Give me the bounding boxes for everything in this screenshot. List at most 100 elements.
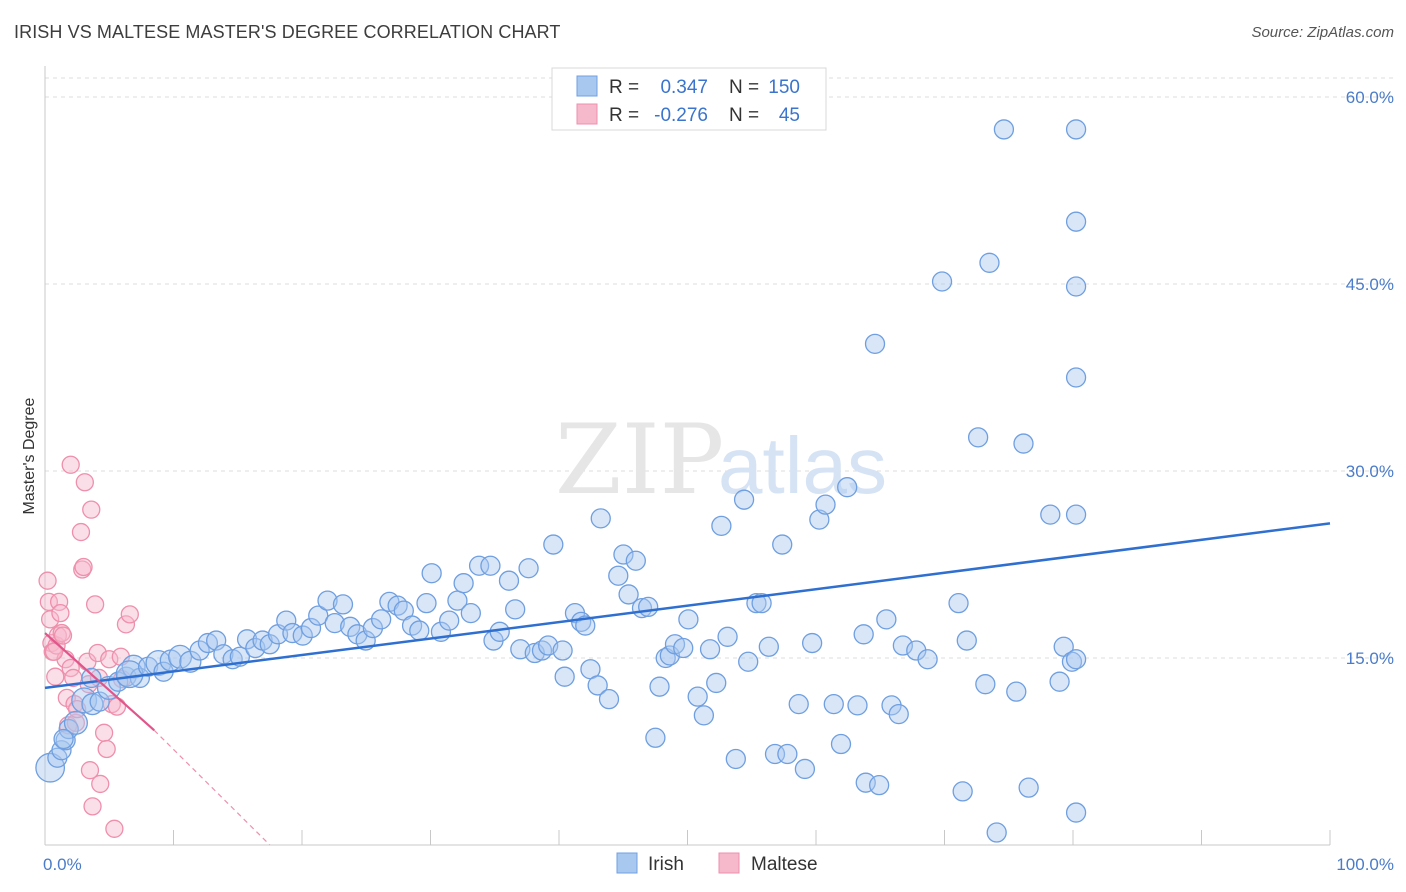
maltese-point [100,650,119,669]
irish-point [1065,211,1087,232]
irish-point [931,271,953,292]
irish-point [618,584,639,605]
maltese-point [53,626,73,645]
irish-point [89,691,110,712]
irish-point [213,644,234,665]
watermark-atlas: atlas [718,421,887,510]
irish-point [1065,802,1087,823]
maltese-point [44,642,64,661]
maltese-point [97,739,116,759]
irish-point [948,592,969,614]
maltese-point [71,522,91,542]
irish-point [847,695,868,716]
irish-point [608,565,629,586]
chart-title: IRISH VS MALTESE MASTER'S DEGREE CORRELA… [14,22,561,42]
irish-point [1018,777,1039,798]
irish-point [738,651,759,672]
y-axis-title: Master's Degree [21,397,38,514]
irish-point [489,621,510,642]
y-tick-label: 60.0% [1346,88,1394,107]
irish-point [468,555,490,576]
maltese-point [107,697,127,716]
irish-point [758,636,779,657]
irish-point [370,609,392,630]
maltese-point [74,557,93,577]
irish-point [543,534,564,555]
maltese-r-value: -0.276 [654,105,708,126]
legend-irish-swatch [616,852,638,874]
maltese-point [82,500,101,519]
irish-point [892,635,914,656]
irish-point [772,534,793,555]
irish-point [53,728,74,750]
axes [44,66,1331,846]
maltese-swatch [576,103,598,125]
maltese-point [38,571,57,590]
irish-point [751,592,772,614]
irish-point [794,758,816,780]
irish-point [587,675,608,696]
irish-point [1065,276,1087,297]
maltese-point [51,603,70,623]
x-tick-label: 0.0% [43,855,82,874]
irish-point [837,477,858,498]
irish-point [815,494,836,515]
irish-point [63,710,88,735]
maltese-point [46,667,65,686]
maltese-series [38,455,139,838]
maltese-point [120,605,139,624]
chart-source: Source: ZipAtlas.com [1251,24,1394,41]
x-tick-label: 100.0% [1336,855,1394,874]
maltese-point [105,819,124,838]
irish-point [453,573,474,594]
irish-point [706,672,727,694]
irish-point [1065,504,1087,525]
maltese-trend-line [44,632,155,732]
maltese-point [91,774,110,794]
watermark-zip: ZIP [555,404,724,516]
irish-point [292,625,313,646]
irish-point [416,592,437,614]
irish-point [649,676,670,697]
irish-point [81,667,102,689]
irish-point [917,649,938,670]
irish-point [598,688,620,710]
irish-point [324,612,345,634]
irish-point [1006,681,1027,702]
irish-point [645,727,666,748]
irish-point [332,594,354,615]
irish-point [81,693,104,716]
irish-point [777,743,798,765]
irish-point [552,640,573,661]
y-tick-label: 15.0% [1346,649,1394,668]
irish-point [678,609,699,630]
irish-point [554,666,575,687]
irish-point [801,632,823,654]
irish-point [439,610,460,631]
irish-point [956,630,977,651]
irish-point [986,822,1007,843]
irish-point [975,674,996,695]
irish-point [625,550,646,571]
irish-point [1065,649,1087,670]
irish-point [409,620,430,641]
irish-point [35,752,66,783]
tick-labels: 15.0% 30.0% 45.0% 60.0% 0.0% 100.0% [43,88,1394,874]
grid-lines [45,77,1394,659]
maltese-point [116,615,136,634]
irish-point [590,508,611,529]
maltese-n-value: 45 [779,105,800,126]
maltese-point [65,694,84,714]
irish-point [952,781,973,802]
maltese-point [75,473,94,492]
irish-point [725,748,746,770]
irish-point [168,644,193,669]
irish-r-value: 0.347 [660,77,708,98]
irish-point [711,515,732,537]
maltese-point [40,610,60,629]
irish-point [717,626,738,647]
irish-point [733,489,755,510]
irish-point [498,570,520,591]
irish-point [853,624,874,645]
